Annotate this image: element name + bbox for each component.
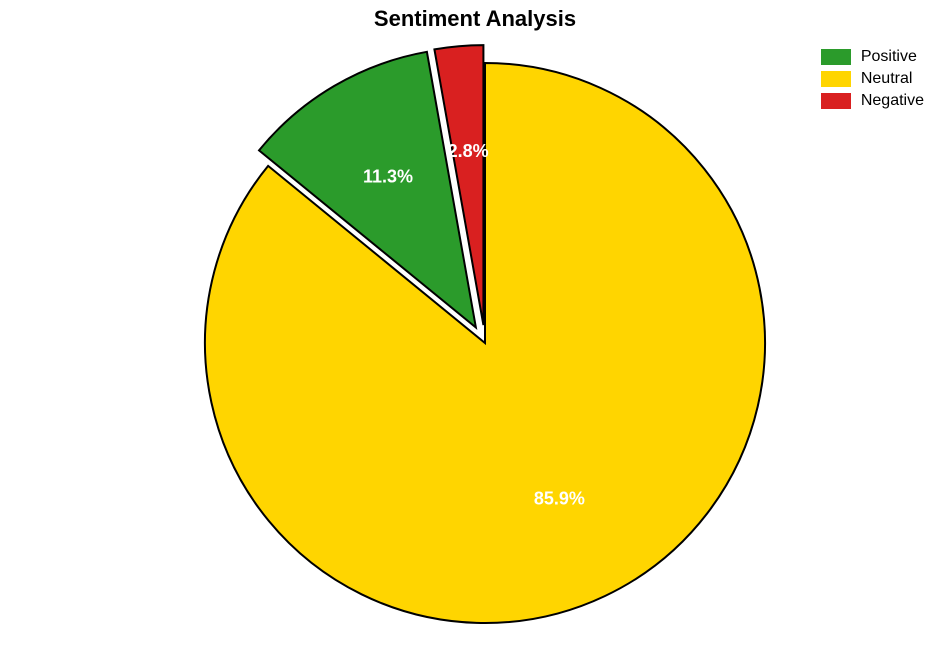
legend-item: Negative xyxy=(821,92,924,110)
legend-item: Neutral xyxy=(821,70,924,88)
legend-label: Neutral xyxy=(861,70,913,88)
legend-label: Negative xyxy=(861,92,924,110)
legend-swatch xyxy=(821,71,851,87)
slice-label-neutral: 85.9% xyxy=(534,489,585,509)
slice-label-negative: 2.8% xyxy=(448,141,489,161)
legend-swatch xyxy=(821,49,851,65)
legend-swatch xyxy=(821,93,851,109)
pie-chart: 85.9% 11.3% 2.8% xyxy=(0,0,950,662)
legend-label: Positive xyxy=(861,48,917,66)
chart-container: Sentiment Analysis 85.9%11.3%2.8% Positi… xyxy=(0,0,950,662)
slice-label-positive: 11.3% xyxy=(363,167,413,187)
legend-item: Positive xyxy=(821,48,924,66)
legend: Positive Neutral Negative xyxy=(821,48,924,114)
